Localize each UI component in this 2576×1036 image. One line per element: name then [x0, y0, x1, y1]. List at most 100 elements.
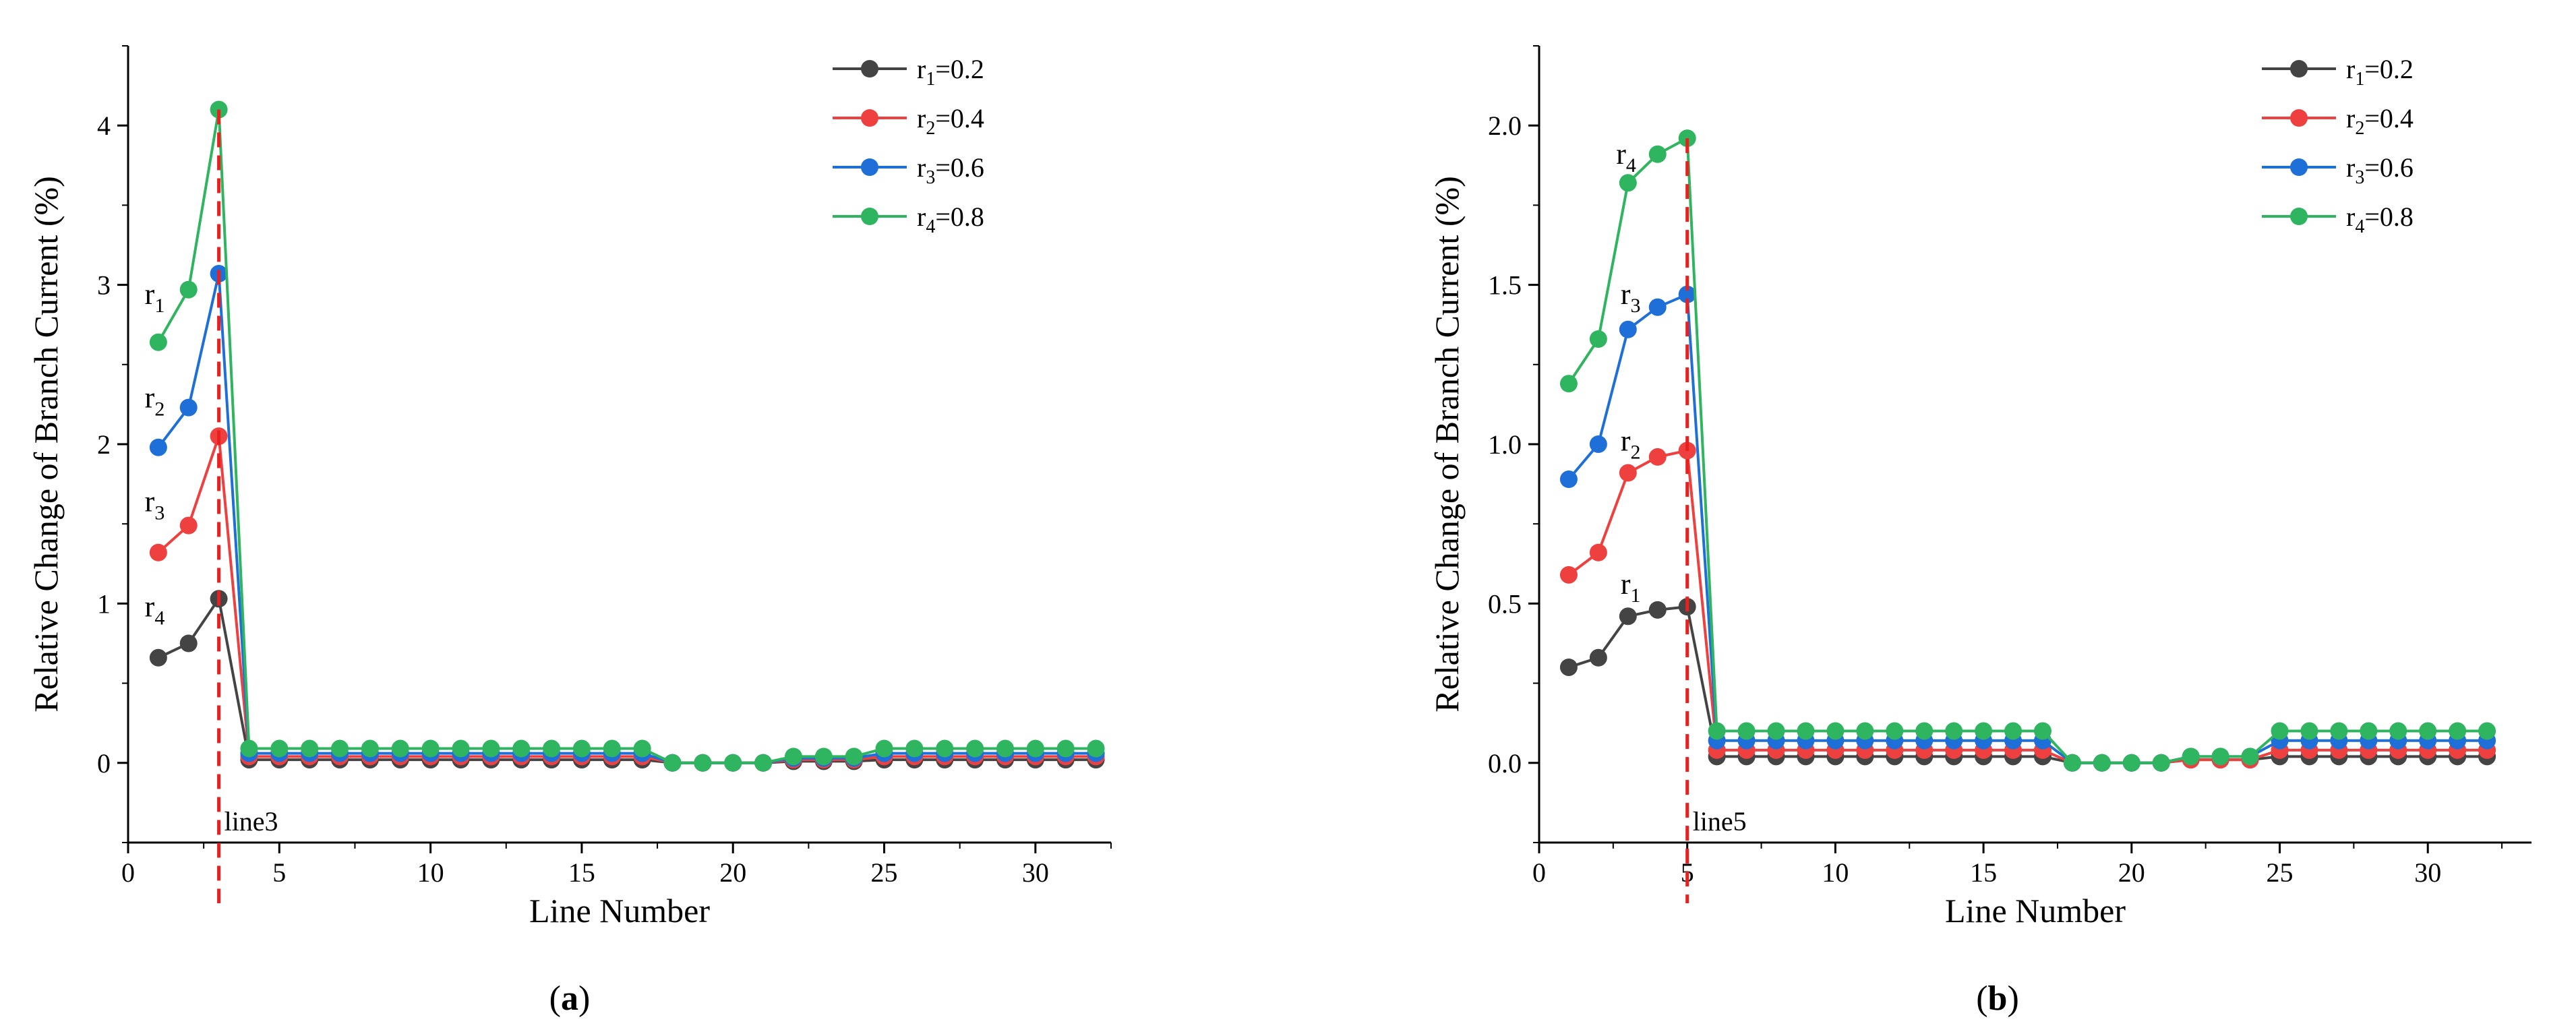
y-tick-label: 0.0: [1488, 748, 1522, 779]
data-point-r4: [1767, 722, 1785, 740]
data-point-r4: [179, 280, 198, 299]
legend-label-r1: r1=0.2: [2346, 54, 2414, 90]
data-point-r4: [2122, 754, 2140, 772]
data-point-r2: [179, 516, 198, 535]
data-point-r4: [936, 739, 954, 758]
legend-marker-r1: [861, 60, 878, 78]
data-point-r4: [482, 739, 500, 758]
legend-marker-r1: [2290, 60, 2308, 78]
legend-label-value: =0.2: [2364, 54, 2414, 84]
data-point-r1: [1619, 607, 1637, 626]
data-point-r4: [1975, 722, 1993, 740]
legend-label-r4: r4=0.8: [2346, 202, 2414, 237]
series-annotation: r4: [1616, 138, 1636, 177]
series-line-r2: [157, 435, 1096, 764]
data-point-r4: [2241, 748, 2259, 766]
data-point-r4: [1737, 722, 1756, 740]
x-tick-label: 0: [121, 857, 135, 888]
data-point-r4: [2004, 722, 2023, 740]
data-point-r3: [1678, 285, 1696, 303]
data-point-r3: [179, 398, 198, 417]
legend-marker-r4: [861, 208, 878, 225]
legend-label-subscript: 4: [2355, 216, 2364, 237]
x-tick-label: 5: [272, 857, 286, 888]
data-point-r4: [149, 333, 167, 351]
legend-label-r4: r4=0.8: [917, 202, 984, 237]
data-point-r1: [179, 634, 198, 652]
data-point-r4: [1026, 739, 1044, 758]
data-point-r4: [694, 754, 712, 772]
data-point-r4: [2389, 722, 2407, 740]
legend-label-r3: r3=0.6: [2346, 152, 2414, 188]
data-point-r1: [1559, 658, 1578, 676]
series-annotation: r3: [145, 485, 165, 524]
series-annotation-subscript: 2: [154, 398, 164, 421]
data-point-r4: [391, 739, 409, 758]
series-annotation-subscript: 1: [154, 295, 164, 317]
data-point-r4: [512, 739, 531, 758]
x-tick-label: 15: [568, 857, 595, 888]
data-point-r2: [1559, 566, 1578, 584]
x-tick-label: 10: [1822, 857, 1849, 888]
data-point-r4: [1087, 739, 1105, 758]
x-tick-label: 15: [1970, 857, 1997, 888]
data-point-r4: [1619, 174, 1637, 192]
data-point-r4: [845, 748, 863, 766]
legend-label-r2: r2=0.4: [2346, 103, 2414, 139]
x-tick-label: 30: [2414, 857, 2441, 888]
data-point-r2: [1648, 448, 1667, 466]
series-annotation: r2: [1621, 424, 1641, 463]
data-point-r4: [1886, 722, 1904, 740]
data-point-r4: [1589, 330, 1607, 348]
data-point-r4: [2063, 754, 2081, 772]
data-point-r4: [1797, 722, 1815, 740]
data-point-r4: [996, 739, 1014, 758]
data-point-r4: [361, 739, 379, 758]
data-point-r4: [1559, 375, 1578, 393]
data-point-r3: [1619, 320, 1637, 338]
data-point-r2: [149, 543, 167, 561]
legend-label-value: =0.4: [2364, 103, 2414, 133]
data-point-r4: [2449, 722, 2467, 740]
data-point-r4: [875, 739, 893, 758]
data-point-r1: [1648, 601, 1667, 619]
panel-label: (b): [1976, 979, 2019, 1018]
x-axis-label: Line Number: [529, 892, 710, 930]
data-point-r4: [2033, 722, 2051, 740]
chart-panel-a: 0 5 10 15 20 25 30 0 1 2 3 4 Line Number Relative Cha…: [27, 45, 1112, 1018]
series-annotation-subscript: 4: [154, 607, 164, 629]
data-point-r4: [2093, 754, 2111, 772]
data-point-r4: [331, 739, 349, 758]
data-point-r4: [814, 748, 833, 766]
legend-label-value: =0.6: [2364, 152, 2414, 183]
data-point-r4: [603, 739, 621, 758]
legend-label-value: =0.4: [935, 103, 984, 133]
data-point-r4: [966, 739, 984, 758]
legend-label-r2: r2=0.4: [917, 103, 984, 139]
series-annotation-subscript: 1: [1630, 584, 1640, 607]
y-tick-label: 3: [97, 270, 111, 301]
legend-label-value: =0.6: [935, 152, 984, 183]
y-tick-label: 2.0: [1488, 111, 1522, 141]
panel-label: (a): [549, 979, 591, 1018]
data-point-r4: [1915, 722, 1934, 740]
x-tick-label: 20: [719, 857, 746, 888]
data-point-r4: [452, 739, 470, 758]
data-point-r4: [2300, 722, 2318, 740]
legend-marker-r2: [861, 109, 878, 127]
x-tick-label: 30: [1022, 857, 1049, 888]
legend-label-subscript: 1: [926, 69, 935, 90]
data-point-r4: [301, 739, 319, 758]
y-axis-label: Relative Change of Branch Current (%): [27, 176, 65, 712]
legend-marker-r3: [861, 158, 878, 176]
data-point-r4: [1945, 722, 1963, 740]
legend-label-value: =0.8: [935, 202, 984, 232]
data-point-r4: [2330, 722, 2348, 740]
series-line-r4: [1567, 135, 2488, 764]
legend-label-r3: r3=0.6: [917, 152, 984, 188]
data-point-r4: [1826, 722, 1845, 740]
series-annotation: r3: [1621, 278, 1641, 317]
data-point-r3: [1589, 435, 1607, 453]
data-point-r4: [270, 739, 289, 758]
